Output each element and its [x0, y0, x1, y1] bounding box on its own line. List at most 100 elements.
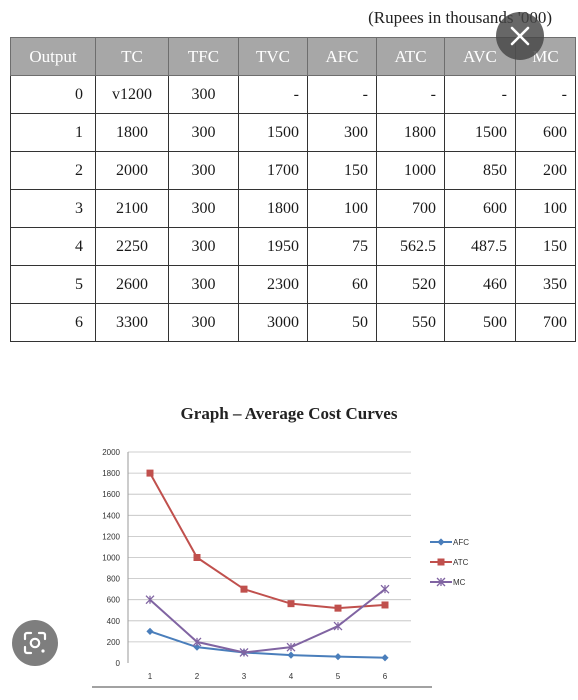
table-row: 0 v1200 300 - - - - - [10, 75, 576, 114]
table-row: 3 2100 300 1800 100 700 600 100 [10, 189, 576, 228]
cell-afc: 60 [307, 265, 377, 304]
mc-data-point [192, 637, 202, 647]
cell-mc: 150 [515, 227, 576, 266]
close-icon [510, 26, 530, 46]
cell-tfc: 300 [168, 303, 239, 342]
cell-tc: 1800 [95, 113, 169, 152]
cell-mc: 350 [515, 265, 576, 304]
table-row: 6 3300 300 3000 50 550 500 700 [10, 303, 576, 342]
y-tick-label: 400 [107, 617, 121, 626]
legend-label-mc: MC [453, 578, 466, 587]
mc-data-point [286, 642, 296, 652]
table-row: 1 1800 300 1500 300 1800 1500 600 [10, 113, 576, 152]
cell-atc: 1000 [376, 151, 445, 190]
y-tick-label: 1600 [102, 490, 120, 499]
cell-mc: 100 [515, 189, 576, 228]
cell-avc: 850 [444, 151, 516, 190]
y-tick-label: 1000 [102, 554, 120, 563]
cell-avc: 500 [444, 303, 516, 342]
col-header-afc: AFC [307, 37, 377, 76]
cost-table: Output TC TFC TVC AFC ATC AVC MC 0 v1200… [10, 37, 576, 342]
cell-atc: 520 [376, 265, 445, 304]
atc-data-point [193, 554, 201, 561]
x-tick-label: 2 [195, 672, 200, 681]
table-row: 5 2600 300 2300 60 520 460 350 [10, 265, 576, 304]
col-header-tvc: TVC [238, 37, 308, 76]
cell-tfc: 300 [168, 265, 239, 304]
cell-tfc: 300 [168, 227, 239, 266]
x-tick-label: 4 [289, 672, 294, 681]
cell-tvc: 1950 [238, 227, 308, 266]
atc-data-point [381, 601, 389, 609]
mc-data-point [333, 621, 343, 631]
lens-icon [23, 631, 47, 655]
afc-series-line [149, 630, 386, 659]
y-tick-label: 600 [107, 596, 121, 605]
cell-avc: 487.5 [444, 227, 516, 266]
cell-avc: 1500 [444, 113, 516, 152]
table-header-row: Output TC TFC TVC AFC ATC AVC MC [10, 37, 576, 76]
y-tick-label: 2000 [102, 448, 120, 457]
table-row: 2 2000 300 1700 150 1000 850 200 [10, 151, 576, 190]
atc-data-point [146, 469, 154, 477]
cell-tvc: 3000 [238, 303, 308, 342]
x-tick-label: 5 [336, 672, 341, 681]
cell-tfc: 300 [168, 151, 239, 190]
cell-atc: 562.5 [376, 227, 445, 266]
y-tick-label: 1200 [102, 532, 120, 541]
mc-data-point [380, 584, 390, 594]
x-tick-label: 1 [148, 672, 153, 681]
legend-label-atc: ATC [453, 558, 469, 567]
cell-output: 0 [10, 75, 96, 114]
afc-data-point [146, 627, 154, 635]
afc-data-point [193, 643, 201, 651]
col-header-tc: TC [95, 37, 169, 76]
afc-data-point [287, 651, 295, 659]
cell-mc: 600 [515, 113, 576, 152]
cell-avc: - [444, 75, 516, 114]
cell-afc: 300 [307, 113, 377, 152]
cell-output: 6 [10, 303, 96, 342]
cell-mc: 700 [515, 303, 576, 342]
y-tick-label: 1400 [102, 511, 120, 520]
afc-data-point [334, 653, 342, 661]
atc-series-line [149, 472, 386, 610]
chart-title: Graph – Average Cost Curves [180, 404, 398, 423]
cell-mc: 200 [515, 151, 576, 190]
lens-button[interactable] [12, 620, 58, 666]
cell-atc: 550 [376, 303, 445, 342]
mc-data-point [145, 595, 155, 605]
legend-marker-mc [436, 577, 446, 587]
atc-data-point [334, 604, 342, 612]
y-tick-label: 1800 [102, 469, 120, 478]
cell-tvc: 2300 [238, 265, 308, 304]
cell-output: 4 [10, 227, 96, 266]
cell-afc: 75 [307, 227, 377, 266]
cell-tvc: 1800 [238, 189, 308, 228]
close-button[interactable] [496, 12, 544, 60]
cell-tfc: 300 [168, 113, 239, 152]
y-tick-label: 200 [107, 638, 121, 647]
cell-tfc: 300 [168, 75, 239, 114]
cell-avc: 460 [444, 265, 516, 304]
legend-label-afc: AFC [453, 538, 469, 547]
x-tick-label: 3 [242, 672, 247, 681]
afc-data-point [381, 654, 389, 662]
col-header-tfc: TFC [168, 37, 239, 76]
table-row: 4 2250 300 1950 75 562.5 487.5 150 [10, 227, 576, 266]
cell-output: 1 [10, 113, 96, 152]
cell-tvc: 1500 [238, 113, 308, 152]
mc-series-line [149, 588, 386, 654]
y-tick-label: 800 [107, 575, 121, 584]
cell-afc: 100 [307, 189, 377, 228]
cell-tc: v1200 [95, 75, 169, 114]
cell-afc: - [307, 75, 377, 114]
cell-tc: 2000 [95, 151, 169, 190]
cell-atc: - [376, 75, 445, 114]
legend-marker-atc [437, 558, 445, 566]
cell-tc: 2100 [95, 189, 169, 228]
atc-data-point [240, 585, 248, 593]
cell-tvc: 1700 [238, 151, 308, 190]
x-tick-label: 6 [383, 672, 388, 681]
